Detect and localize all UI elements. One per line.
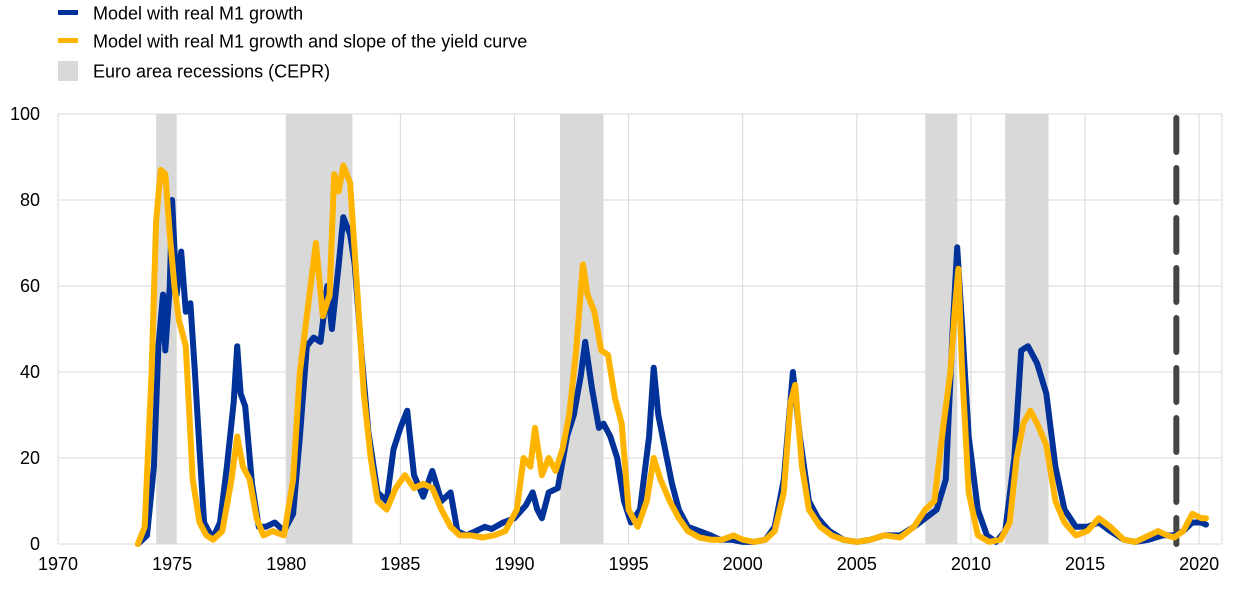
legend: Model with real M1 growth Model with rea… <box>58 4 527 82</box>
series-line-1 <box>134 197 1209 547</box>
axis-lines <box>57 114 1222 545</box>
x-tick-label-2010: 2010 <box>951 554 991 574</box>
y-tick-label-40: 40 <box>20 362 40 382</box>
y-tick-labels: 0 20 40 60 80 100 <box>10 104 40 554</box>
x-tick-label-1970: 1970 <box>38 554 78 574</box>
recession-bands <box>156 114 1049 544</box>
x-tick-label-2000: 2000 <box>723 554 763 574</box>
y-tick-label-20: 20 <box>20 448 40 468</box>
y-tick-label-0: 0 <box>30 534 40 554</box>
y-tick-label-80: 80 <box>20 190 40 210</box>
legend-label-series-2: Model with real M1 growth and slope of t… <box>93 32 527 52</box>
legend-item-series-2: Model with real M1 growth and slope of t… <box>58 32 527 52</box>
legend-swatch-series-1 <box>58 10 78 15</box>
series-layer <box>134 162 1209 547</box>
series-line-2 <box>134 162 1209 547</box>
x-tick-label-1975: 1975 <box>152 554 192 574</box>
legend-swatch-series-2 <box>58 38 78 43</box>
legend-item-recessions: Euro area recessions (CEPR) <box>58 61 330 82</box>
y-tick-label-60: 60 <box>20 276 40 296</box>
legend-label-recessions: Euro area recessions (CEPR) <box>93 62 330 82</box>
legend-label-series-1: Model with real M1 growth <box>93 4 303 24</box>
x-tick-label-2015: 2015 <box>1065 554 1105 574</box>
legend-item-series-1: Model with real M1 growth <box>58 4 303 24</box>
x-tick-label-1995: 1995 <box>609 554 649 574</box>
x-tick-label-1980: 1980 <box>266 554 306 574</box>
x-tick-label-2005: 2005 <box>837 554 877 574</box>
x-tick-label-1985: 1985 <box>380 554 420 574</box>
x-tick-label-1990: 1990 <box>494 554 534 574</box>
y-tick-label-100: 100 <box>10 104 40 124</box>
x-tick-label-2020: 2020 <box>1179 554 1219 574</box>
x-tick-labels: 1970 1975 1980 1985 1990 1995 2000 2005 2010 2015… <box>38 554 1219 574</box>
legend-swatch-recessions <box>58 61 78 81</box>
